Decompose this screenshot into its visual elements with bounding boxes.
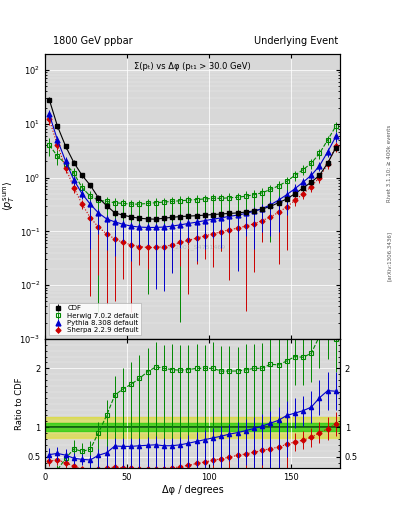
Legend: CDF, Herwig 7.0.2 default, Pythia 8.308 default, Sherpa 2.2.9 default: CDF, Herwig 7.0.2 default, Pythia 8.308 …	[49, 303, 141, 335]
Text: 1800 GeV ppbar: 1800 GeV ppbar	[53, 36, 133, 46]
Text: Underlying Event: Underlying Event	[254, 36, 338, 46]
Bar	[45, 417, 340, 438]
Text: [arXiv:1306.3436]: [arXiv:1306.3436]	[387, 231, 392, 281]
Y-axis label: Ratio to CDF: Ratio to CDF	[15, 377, 24, 430]
X-axis label: Δφ / degrees: Δφ / degrees	[162, 485, 224, 495]
Text: Rivet 3.1.10; ≥ 400k events: Rivet 3.1.10; ≥ 400k events	[387, 125, 392, 202]
Text: CDF_2001_S4751469: CDF_2001_S4751469	[160, 245, 226, 250]
Bar	[45, 423, 340, 432]
Y-axis label: $\langle p_T^{\rm sum}\rangle$: $\langle p_T^{\rm sum}\rangle$	[1, 181, 17, 211]
Text: Σ(pₜ) vs Δφ (pₜ₁ > 30.0 GeV): Σ(pₜ) vs Δφ (pₜ₁ > 30.0 GeV)	[134, 62, 251, 71]
